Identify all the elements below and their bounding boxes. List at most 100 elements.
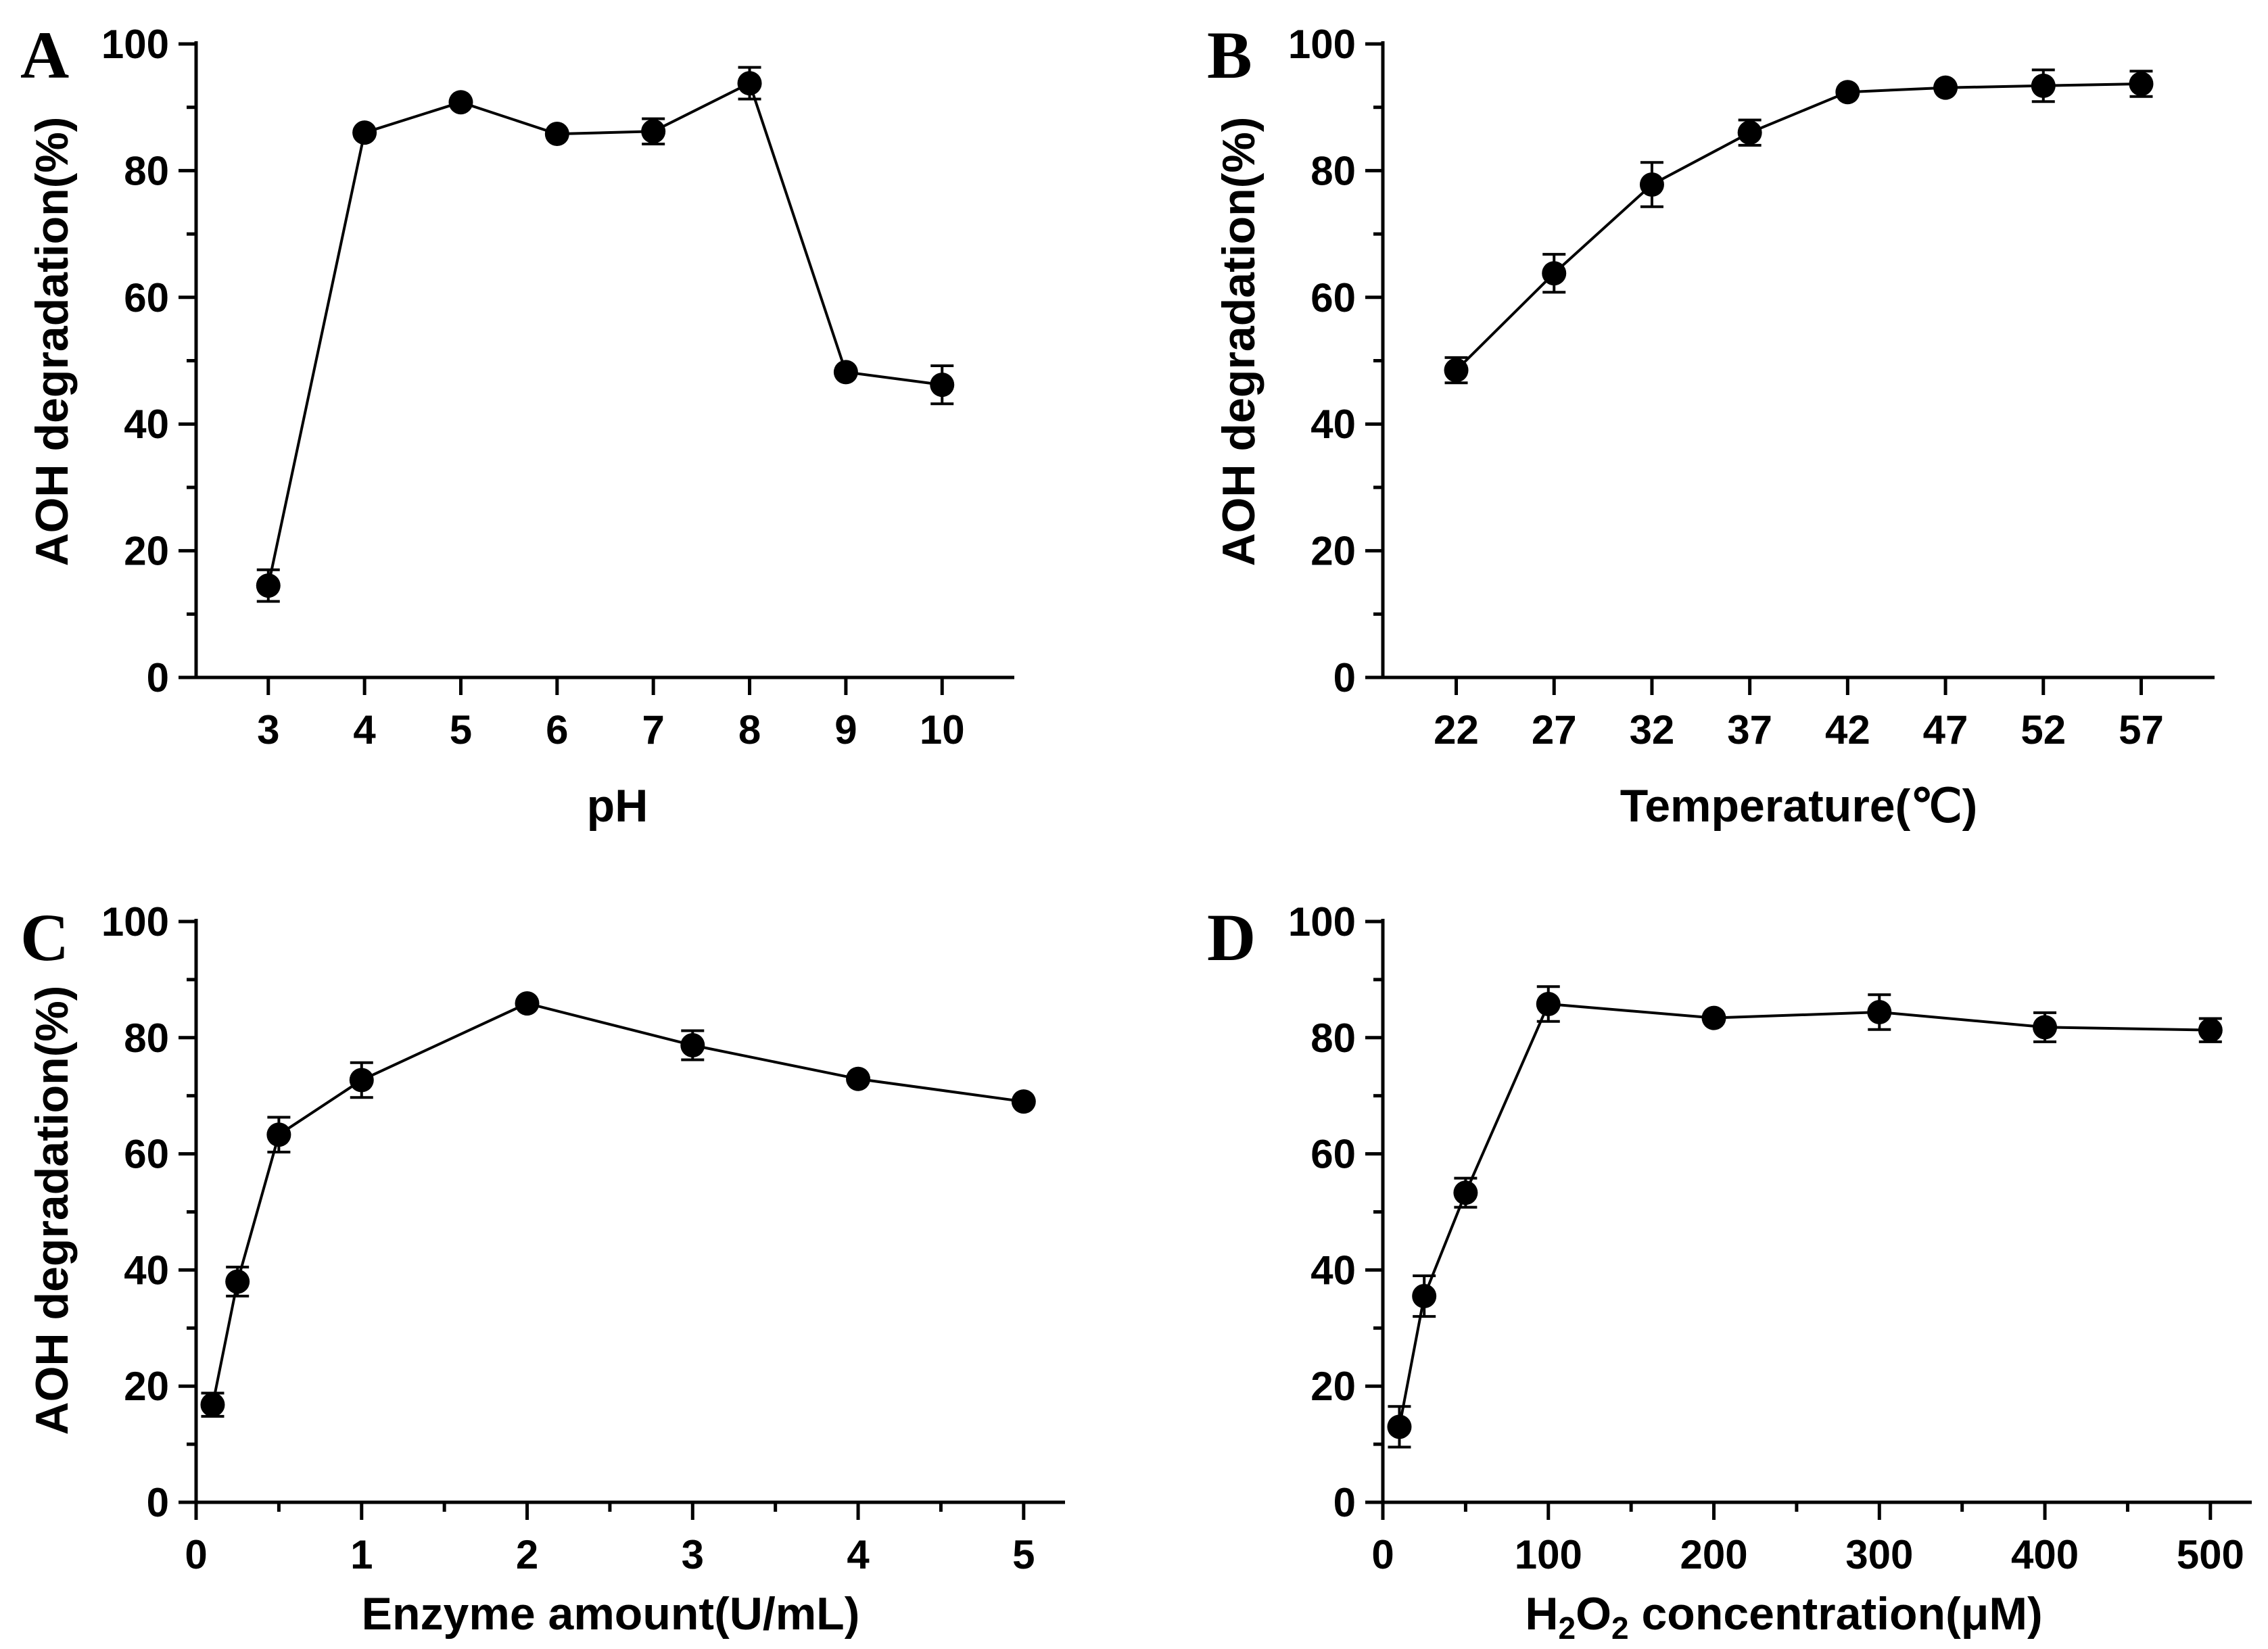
panel-b-x-tick-label: 47 xyxy=(1923,707,1968,752)
panel-d-data-point xyxy=(1701,1005,1726,1030)
panel-d-marks: 0 20 40 60 80 100 0 100 200 300 400 500 xyxy=(1288,899,2252,1577)
panel-b-data-point xyxy=(1933,75,1958,100)
panel-c-data-point xyxy=(349,1068,374,1093)
panel-a-data-point xyxy=(737,71,762,96)
panel-a-letter: A xyxy=(20,18,69,93)
panel-d-x-tick-label: 500 xyxy=(2177,1532,2244,1577)
panel-a-x-tick-label: 9 xyxy=(834,707,857,752)
panel-a-data-point xyxy=(448,90,473,115)
panel-a: A 0 20 40 60 80 100 3 4 5 6 7 8 9 10 pH AOH degradati… xyxy=(20,18,1014,832)
panel-c-data-point xyxy=(846,1066,871,1091)
panel-d-data-point xyxy=(1412,1284,1437,1309)
panel-c-x-tick-label: 5 xyxy=(1012,1532,1035,1577)
panel-b-x-tick-label: 32 xyxy=(1630,707,1675,752)
panel-a-x-tick-label: 6 xyxy=(546,707,568,752)
panel-a-y-tick-label: 0 xyxy=(147,655,169,700)
panel-d-data-point xyxy=(1387,1414,1412,1439)
panel-a-data-point xyxy=(352,120,377,145)
panel-b-data-point xyxy=(1835,80,1860,105)
panel-a-y-tick-label: 60 xyxy=(124,275,169,320)
panel-b-data-point xyxy=(2031,73,2056,98)
panel-d-x-tick-label: 200 xyxy=(1680,1532,1747,1577)
panel-c: C 0 20 40 60 80 100 0 1 2 3 4 5 Enzyme amount(U/mL)… xyxy=(20,899,1065,1640)
panel-b-data-point xyxy=(1639,172,1664,197)
panel-b-x-tick-label: 27 xyxy=(1532,707,1577,752)
panel-c-x-tick-label: 3 xyxy=(682,1532,704,1577)
panel-b-data-point xyxy=(2129,72,2154,97)
panel-c-series-line xyxy=(211,1001,1024,1406)
panel-a-data-point xyxy=(930,373,955,398)
panel-d-y-tick-label: 40 xyxy=(1310,1247,1356,1293)
panel-d-y-tick-label: 60 xyxy=(1310,1132,1356,1177)
panel-b-y-tick-label: 0 xyxy=(1333,655,1356,700)
panel-c-y-tick-label: 0 xyxy=(147,1480,169,1525)
panel-b-data-point xyxy=(1444,358,1469,383)
panel-c-data-point xyxy=(1011,1089,1036,1114)
panel-d-y-tick-label: 20 xyxy=(1310,1364,1356,1409)
panel-b-x-tick-label: 42 xyxy=(1825,707,1870,752)
panel-a-x-tick-label: 10 xyxy=(920,707,965,752)
panel-c-y-tick-label: 80 xyxy=(124,1015,169,1061)
panel-c-y-tick-label: 60 xyxy=(124,1132,169,1177)
panel-d-data-point xyxy=(1453,1180,1478,1205)
panel-a-y-tick-label: 80 xyxy=(124,148,169,193)
panel-b: B 0 20 40 60 80 100 22 27 32 37 42 47 52 57 Temperatu… xyxy=(1207,18,2215,832)
panel-b-y-tick-label: 80 xyxy=(1310,148,1356,193)
panel-c-y-tick-label: 100 xyxy=(101,899,169,945)
panel-b-y-axis-label: AOH degradation(%) xyxy=(1213,117,1265,567)
panel-d-y-tick-label: 0 xyxy=(1333,1480,1356,1525)
panel-a-y-axis-label: AOH degradation(%) xyxy=(26,117,78,567)
panel-b-x-tick-label: 37 xyxy=(1727,707,1772,752)
panel-d-data-point xyxy=(1536,991,1561,1016)
panel-d-y-tick-label: 100 xyxy=(1288,899,1356,945)
panel-c-x-axis-label: Enzyme amount(U/mL) xyxy=(362,1588,860,1640)
panel-b-y-tick-label: 20 xyxy=(1310,529,1356,574)
panel-a-x-tick-label: 5 xyxy=(450,707,472,752)
panel-c-marks: 0 20 40 60 80 100 0 1 2 3 4 5 xyxy=(101,899,1065,1577)
panel-b-data-point xyxy=(1737,120,1762,145)
panel-b-x-tick-label: 52 xyxy=(2021,707,2066,752)
panel-c-y-tick-label: 20 xyxy=(124,1364,169,1409)
panel-b-series-line xyxy=(1455,82,2142,372)
panel-d-data-point xyxy=(2198,1018,2223,1043)
panel-b-x-tick-label: 57 xyxy=(2119,707,2164,752)
panel-c-data-point xyxy=(680,1032,705,1057)
panel-d-x-tick-label: 300 xyxy=(1845,1532,1913,1577)
panel-c-y-axis-label: AOH degradation(%) xyxy=(26,986,78,1435)
panel-d-x-tick-label: 0 xyxy=(1371,1532,1394,1577)
panel-a-x-tick-label: 8 xyxy=(738,707,761,752)
panel-a-data-point xyxy=(544,122,569,147)
panel-c-letter: C xyxy=(20,900,69,975)
panel-d-data-point xyxy=(1867,1000,1892,1025)
panel-a-y-tick-label: 100 xyxy=(101,22,169,67)
panel-a-series-line xyxy=(266,81,943,586)
panel-d-x-tick-label: 400 xyxy=(2011,1532,2079,1577)
panel-d-x-axis-label: H2O2 concentration(μM) xyxy=(1525,1588,2042,1646)
panel-d-data-point xyxy=(2033,1015,2058,1040)
panel-a-x-tick-label: 4 xyxy=(353,707,376,752)
panel-d-letter: D xyxy=(1207,900,1256,975)
panel-a-y-tick-label: 40 xyxy=(124,402,169,447)
panel-a-data-point xyxy=(833,360,858,385)
panel-b-letter: B xyxy=(1207,18,1252,93)
panel-c-x-tick-label: 1 xyxy=(350,1532,373,1577)
panel-d-x-tick-label: 100 xyxy=(1515,1532,1582,1577)
panel-a-marks: 0 20 40 60 80 100 3 4 5 6 7 8 9 10 xyxy=(101,22,1014,752)
panel-d-series-line xyxy=(1398,1002,2211,1427)
panel-c-data-point xyxy=(515,991,540,1016)
panel-a-x-axis-label: pH xyxy=(587,780,648,832)
panel-a-data-point xyxy=(641,119,666,144)
panel-c-x-tick-label: 0 xyxy=(185,1532,207,1577)
panel-b-x-axis-label: Temperature(℃) xyxy=(1620,780,1978,832)
panel-c-x-tick-label: 2 xyxy=(516,1532,538,1577)
panel-c-data-point xyxy=(266,1122,291,1147)
panel-c-y-tick-label: 40 xyxy=(124,1247,169,1293)
panel-b-y-tick-label: 100 xyxy=(1288,22,1356,67)
panel-a-x-tick-label: 7 xyxy=(642,707,664,752)
panel-d: D 0 20 40 60 80 100 0 100 200 300 400 500 H2O2 conc… xyxy=(1207,899,2252,1646)
panel-c-data-point xyxy=(225,1269,250,1294)
panel-b-y-tick-label: 40 xyxy=(1310,402,1356,447)
panel-a-data-point xyxy=(256,573,281,598)
